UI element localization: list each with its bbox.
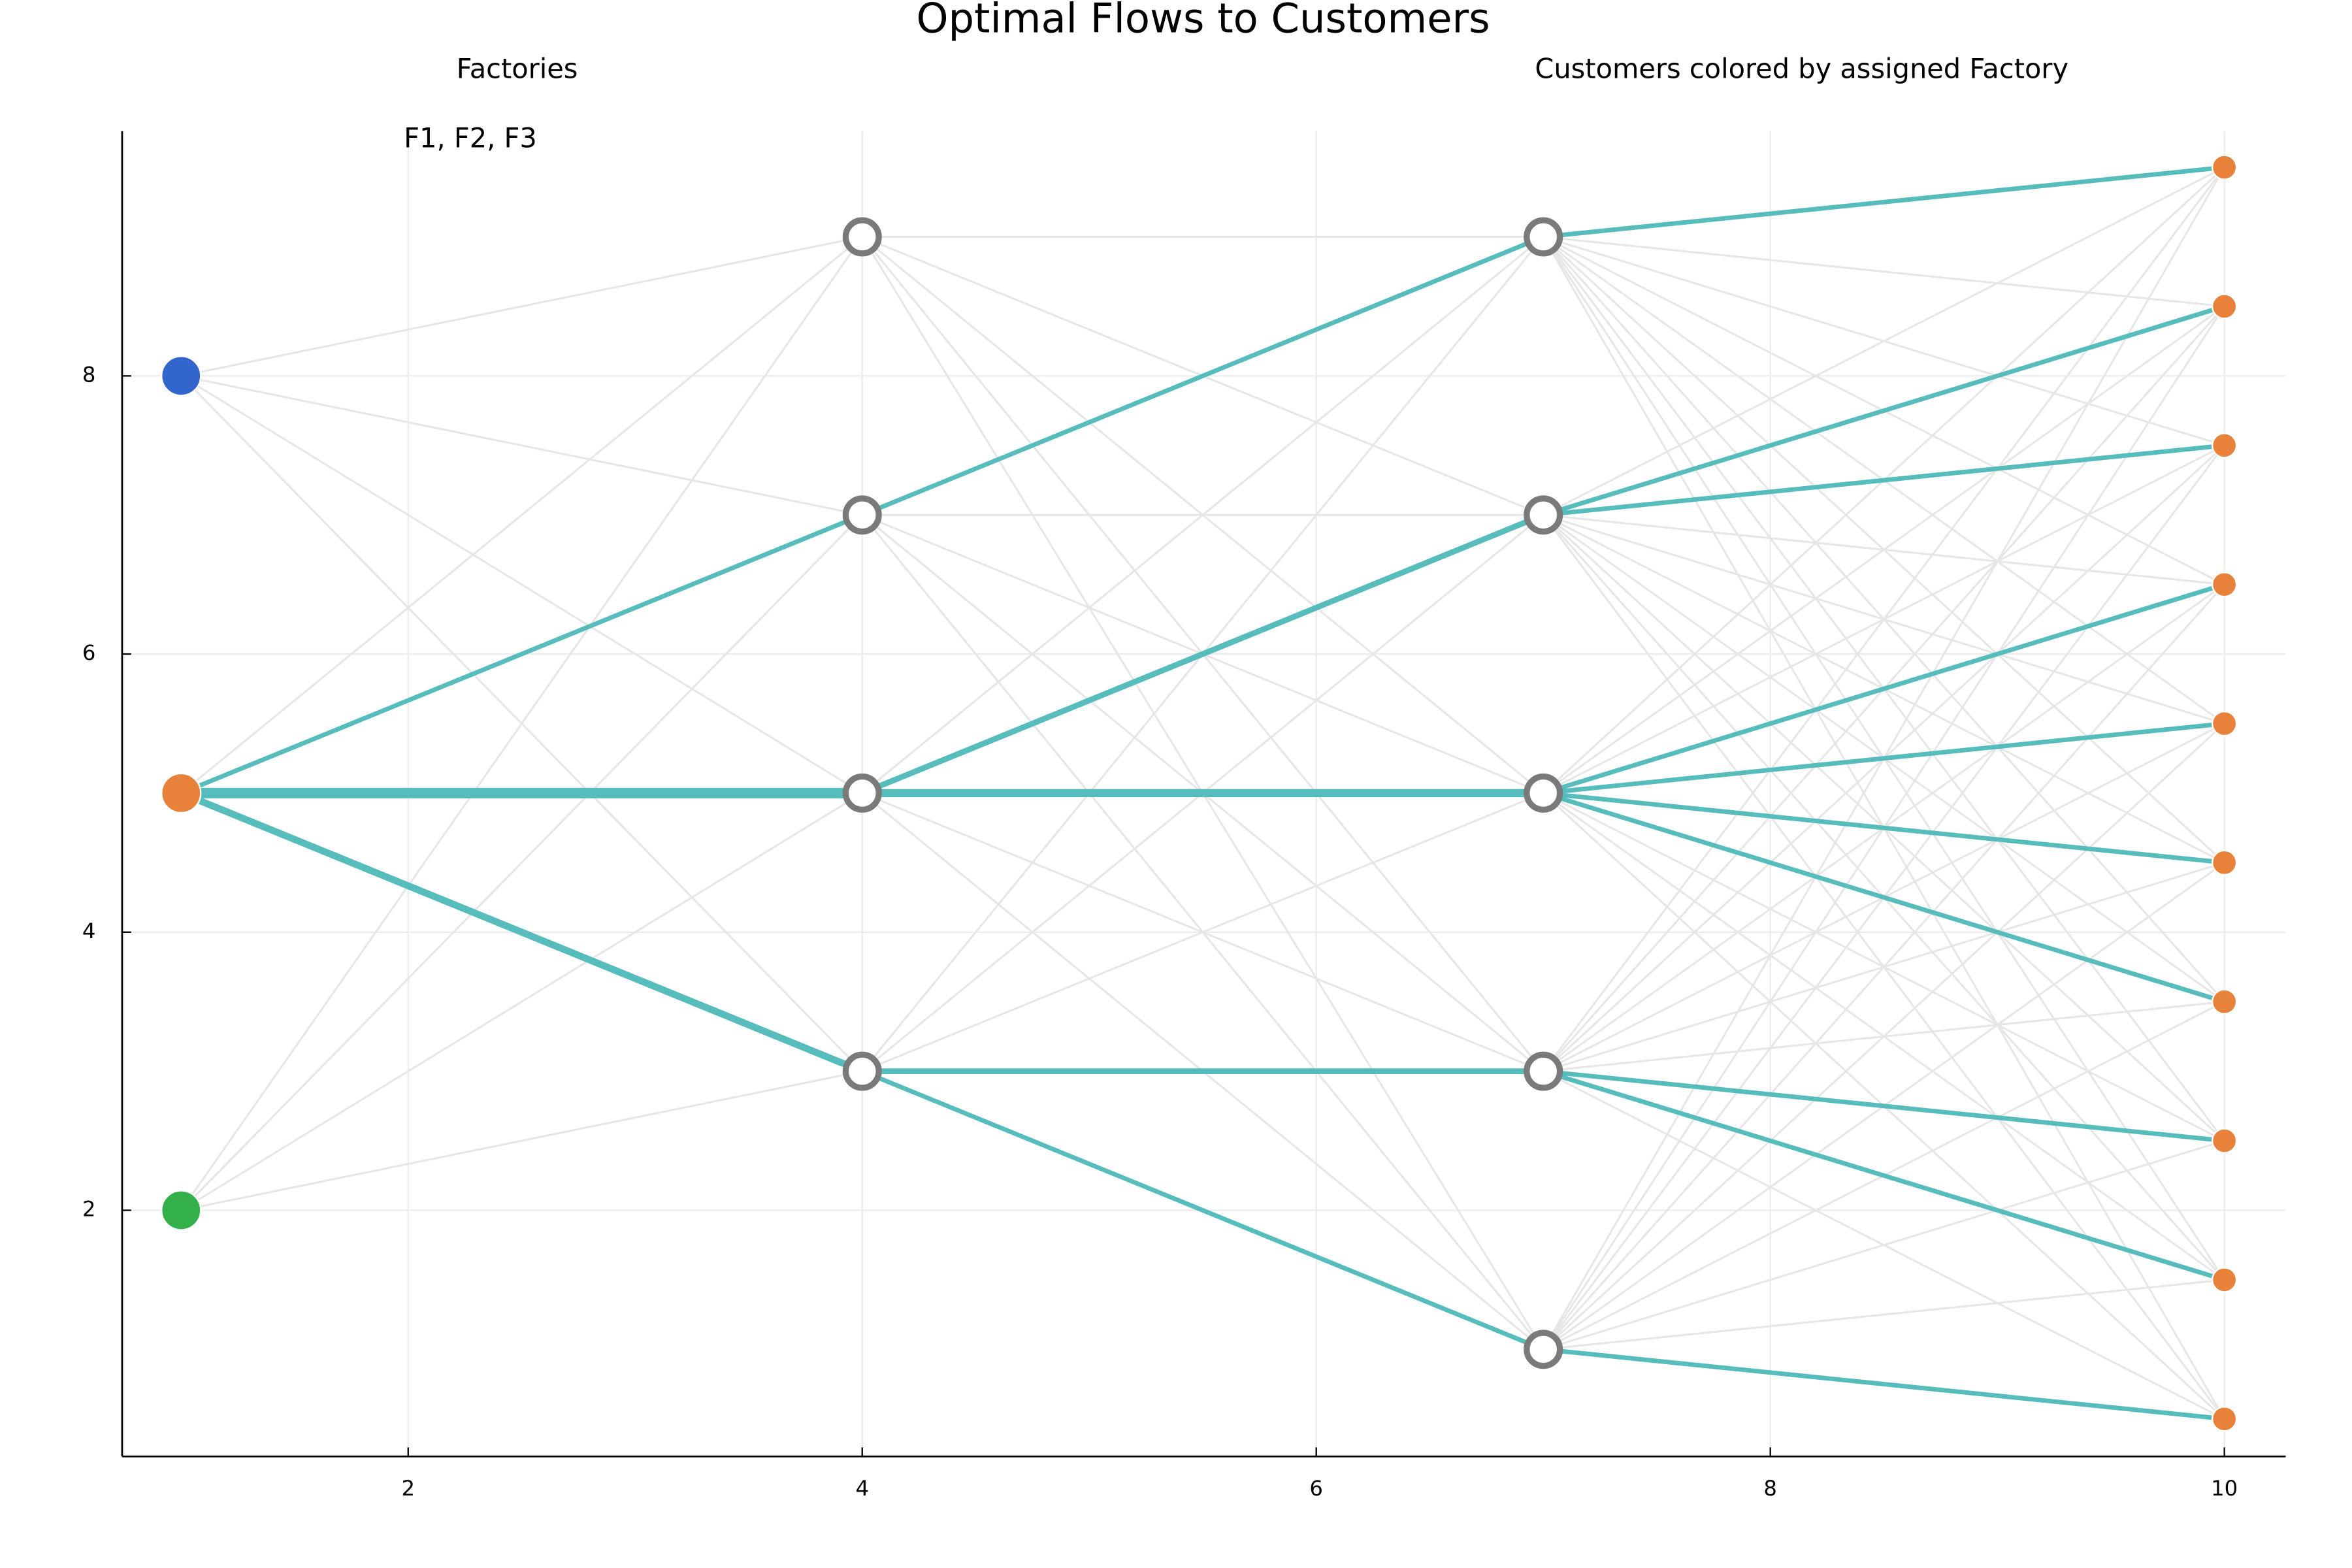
x-tick-label: 6 bbox=[1309, 1476, 1323, 1501]
flow-link bbox=[1541, 791, 2227, 1004]
node bbox=[2212, 710, 2238, 737]
x-tick-label: 10 bbox=[2211, 1476, 2238, 1501]
flow-link bbox=[860, 235, 1546, 517]
candidate-link bbox=[1543, 236, 2225, 308]
candidate-link bbox=[180, 236, 863, 794]
candidate-link bbox=[180, 236, 863, 377]
node bbox=[842, 773, 882, 813]
node bbox=[2212, 293, 2238, 319]
flow-link bbox=[178, 512, 865, 796]
candidate-link bbox=[180, 514, 863, 1211]
flow-link bbox=[1541, 443, 2227, 517]
chart-title: Optimal Flows to Customers bbox=[916, 0, 1490, 42]
node bbox=[2212, 1128, 2238, 1154]
annotation: Customers colored by assigned Factory bbox=[1535, 52, 2068, 84]
annotation: F1, F2, F3 bbox=[404, 122, 537, 154]
flow-link bbox=[1541, 304, 2227, 517]
node bbox=[161, 355, 202, 397]
node bbox=[2212, 154, 2238, 180]
node bbox=[161, 1190, 202, 1231]
node bbox=[161, 772, 202, 814]
axes: 2 4 6 8 10 2 4 6 8 bbox=[82, 131, 2286, 1501]
node bbox=[1524, 495, 1563, 535]
x-tick-label: 2 bbox=[401, 1476, 415, 1501]
candidate-link bbox=[1542, 167, 2225, 1072]
candidate-link bbox=[1543, 1279, 2225, 1350]
flow-link bbox=[1541, 1347, 2227, 1422]
candidate-link bbox=[180, 1070, 863, 1211]
node bbox=[1524, 217, 1563, 257]
node bbox=[1524, 1330, 1563, 1369]
node bbox=[1524, 773, 1563, 813]
node bbox=[2212, 988, 2238, 1015]
flow-link bbox=[1541, 791, 2227, 865]
annotation: Factories bbox=[457, 52, 578, 84]
flow-link bbox=[1541, 1069, 2227, 1282]
node bbox=[2212, 849, 2238, 875]
flow-link bbox=[1541, 582, 2227, 796]
candidate-link bbox=[180, 792, 863, 1211]
flow-link bbox=[1541, 165, 2227, 239]
candidate-link bbox=[1543, 305, 2225, 794]
node bbox=[2212, 572, 2238, 598]
node bbox=[2212, 1406, 2238, 1432]
candidate-link bbox=[861, 236, 1544, 794]
candidate-link bbox=[180, 374, 863, 516]
x-tick-label: 4 bbox=[855, 1476, 869, 1501]
flow-link bbox=[177, 789, 866, 1075]
node bbox=[2212, 1267, 2238, 1293]
x-tick-label: 8 bbox=[1763, 1476, 1777, 1501]
node bbox=[842, 1051, 882, 1091]
node bbox=[2212, 433, 2238, 459]
flow-link bbox=[860, 1069, 1546, 1352]
y-tick-label: 2 bbox=[82, 1196, 96, 1221]
y-tick-label: 4 bbox=[82, 919, 96, 943]
node bbox=[1524, 1051, 1563, 1091]
candidate-link bbox=[180, 236, 863, 1211]
flows bbox=[176, 165, 2227, 1422]
candidate-link bbox=[1543, 723, 2225, 1350]
candidate-link bbox=[1543, 166, 2225, 516]
candidate-link bbox=[1543, 583, 2225, 1350]
nodes bbox=[161, 154, 2238, 1432]
flow-link bbox=[1541, 721, 2227, 796]
flow-link bbox=[859, 512, 1546, 796]
y-tick-label: 8 bbox=[82, 362, 96, 387]
candidate-link bbox=[180, 375, 863, 794]
node bbox=[842, 217, 882, 257]
candidate-link bbox=[1543, 1139, 2225, 1350]
flow-link bbox=[1541, 1069, 2227, 1143]
node bbox=[842, 495, 882, 535]
candidate-link bbox=[862, 792, 1544, 1073]
y-tick-label: 6 bbox=[82, 640, 96, 665]
